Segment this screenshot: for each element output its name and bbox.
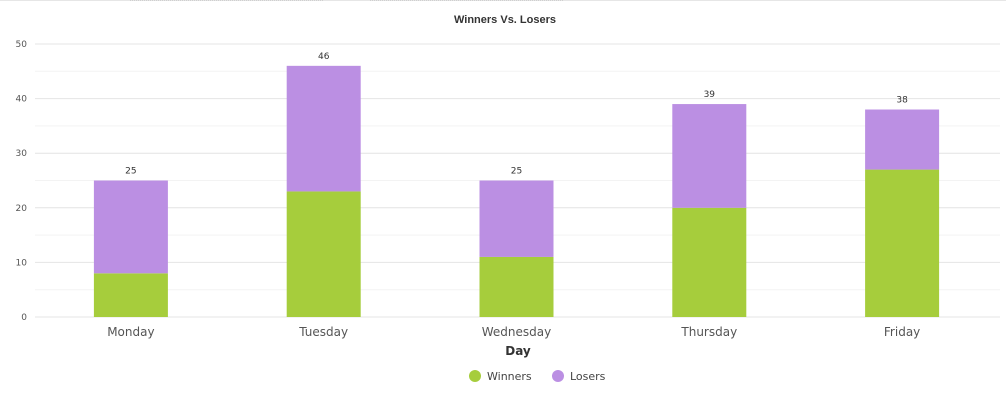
y-tick-label: 30 bbox=[16, 149, 28, 159]
y-tick-label: 10 bbox=[16, 258, 28, 268]
bar-winners-friday bbox=[865, 169, 940, 317]
bars: 25 46 25 39 38 bbox=[93, 52, 940, 317]
y-tick-label: 20 bbox=[16, 204, 28, 214]
bar-winners-tuesday bbox=[286, 191, 361, 317]
tab-marker-right bbox=[370, 0, 563, 3]
bar-losers-tuesday bbox=[286, 65, 361, 192]
y-axis: 0 10 20 30 40 50 bbox=[16, 40, 28, 323]
x-axis-label: Day bbox=[505, 344, 531, 358]
bar-winners-wednesday bbox=[479, 256, 554, 317]
bar-losers-monday bbox=[93, 180, 168, 274]
y-tick-label: 40 bbox=[16, 95, 28, 105]
bar-winners-monday bbox=[93, 273, 168, 317]
bar-losers-wednesday bbox=[479, 180, 554, 257]
bar-losers-thursday bbox=[672, 104, 747, 208]
x-tick-label: Monday bbox=[107, 325, 154, 339]
data-label-total: 46 bbox=[318, 52, 330, 62]
y-tick-label: 50 bbox=[16, 40, 28, 50]
bar-winners-thursday bbox=[672, 207, 747, 317]
y-tick-label: 0 bbox=[21, 313, 27, 323]
x-tick-label: Tuesday bbox=[298, 325, 348, 339]
x-tick-label: Friday bbox=[884, 325, 920, 339]
legend-marker-losers[interactable] bbox=[552, 370, 564, 382]
data-label-total: 38 bbox=[896, 96, 908, 106]
data-label-total: 39 bbox=[704, 90, 716, 100]
x-axis: Monday Tuesday Wednesday Thursday Friday bbox=[107, 325, 920, 339]
tab-marker-left bbox=[130, 0, 323, 3]
data-label-total: 25 bbox=[511, 167, 522, 177]
legend-label-losers[interactable]: Losers bbox=[570, 370, 606, 383]
legend-marker-winners[interactable] bbox=[469, 370, 481, 382]
bar-losers-friday bbox=[865, 109, 940, 170]
x-tick-label: Thursday bbox=[680, 325, 737, 339]
data-label-total: 25 bbox=[125, 167, 136, 177]
legend-label-winners[interactable]: Winners bbox=[487, 370, 532, 383]
legend: Winners Losers bbox=[469, 370, 606, 383]
x-tick-label: Wednesday bbox=[482, 325, 551, 339]
chart-title: Winners Vs. Losers bbox=[454, 14, 556, 26]
